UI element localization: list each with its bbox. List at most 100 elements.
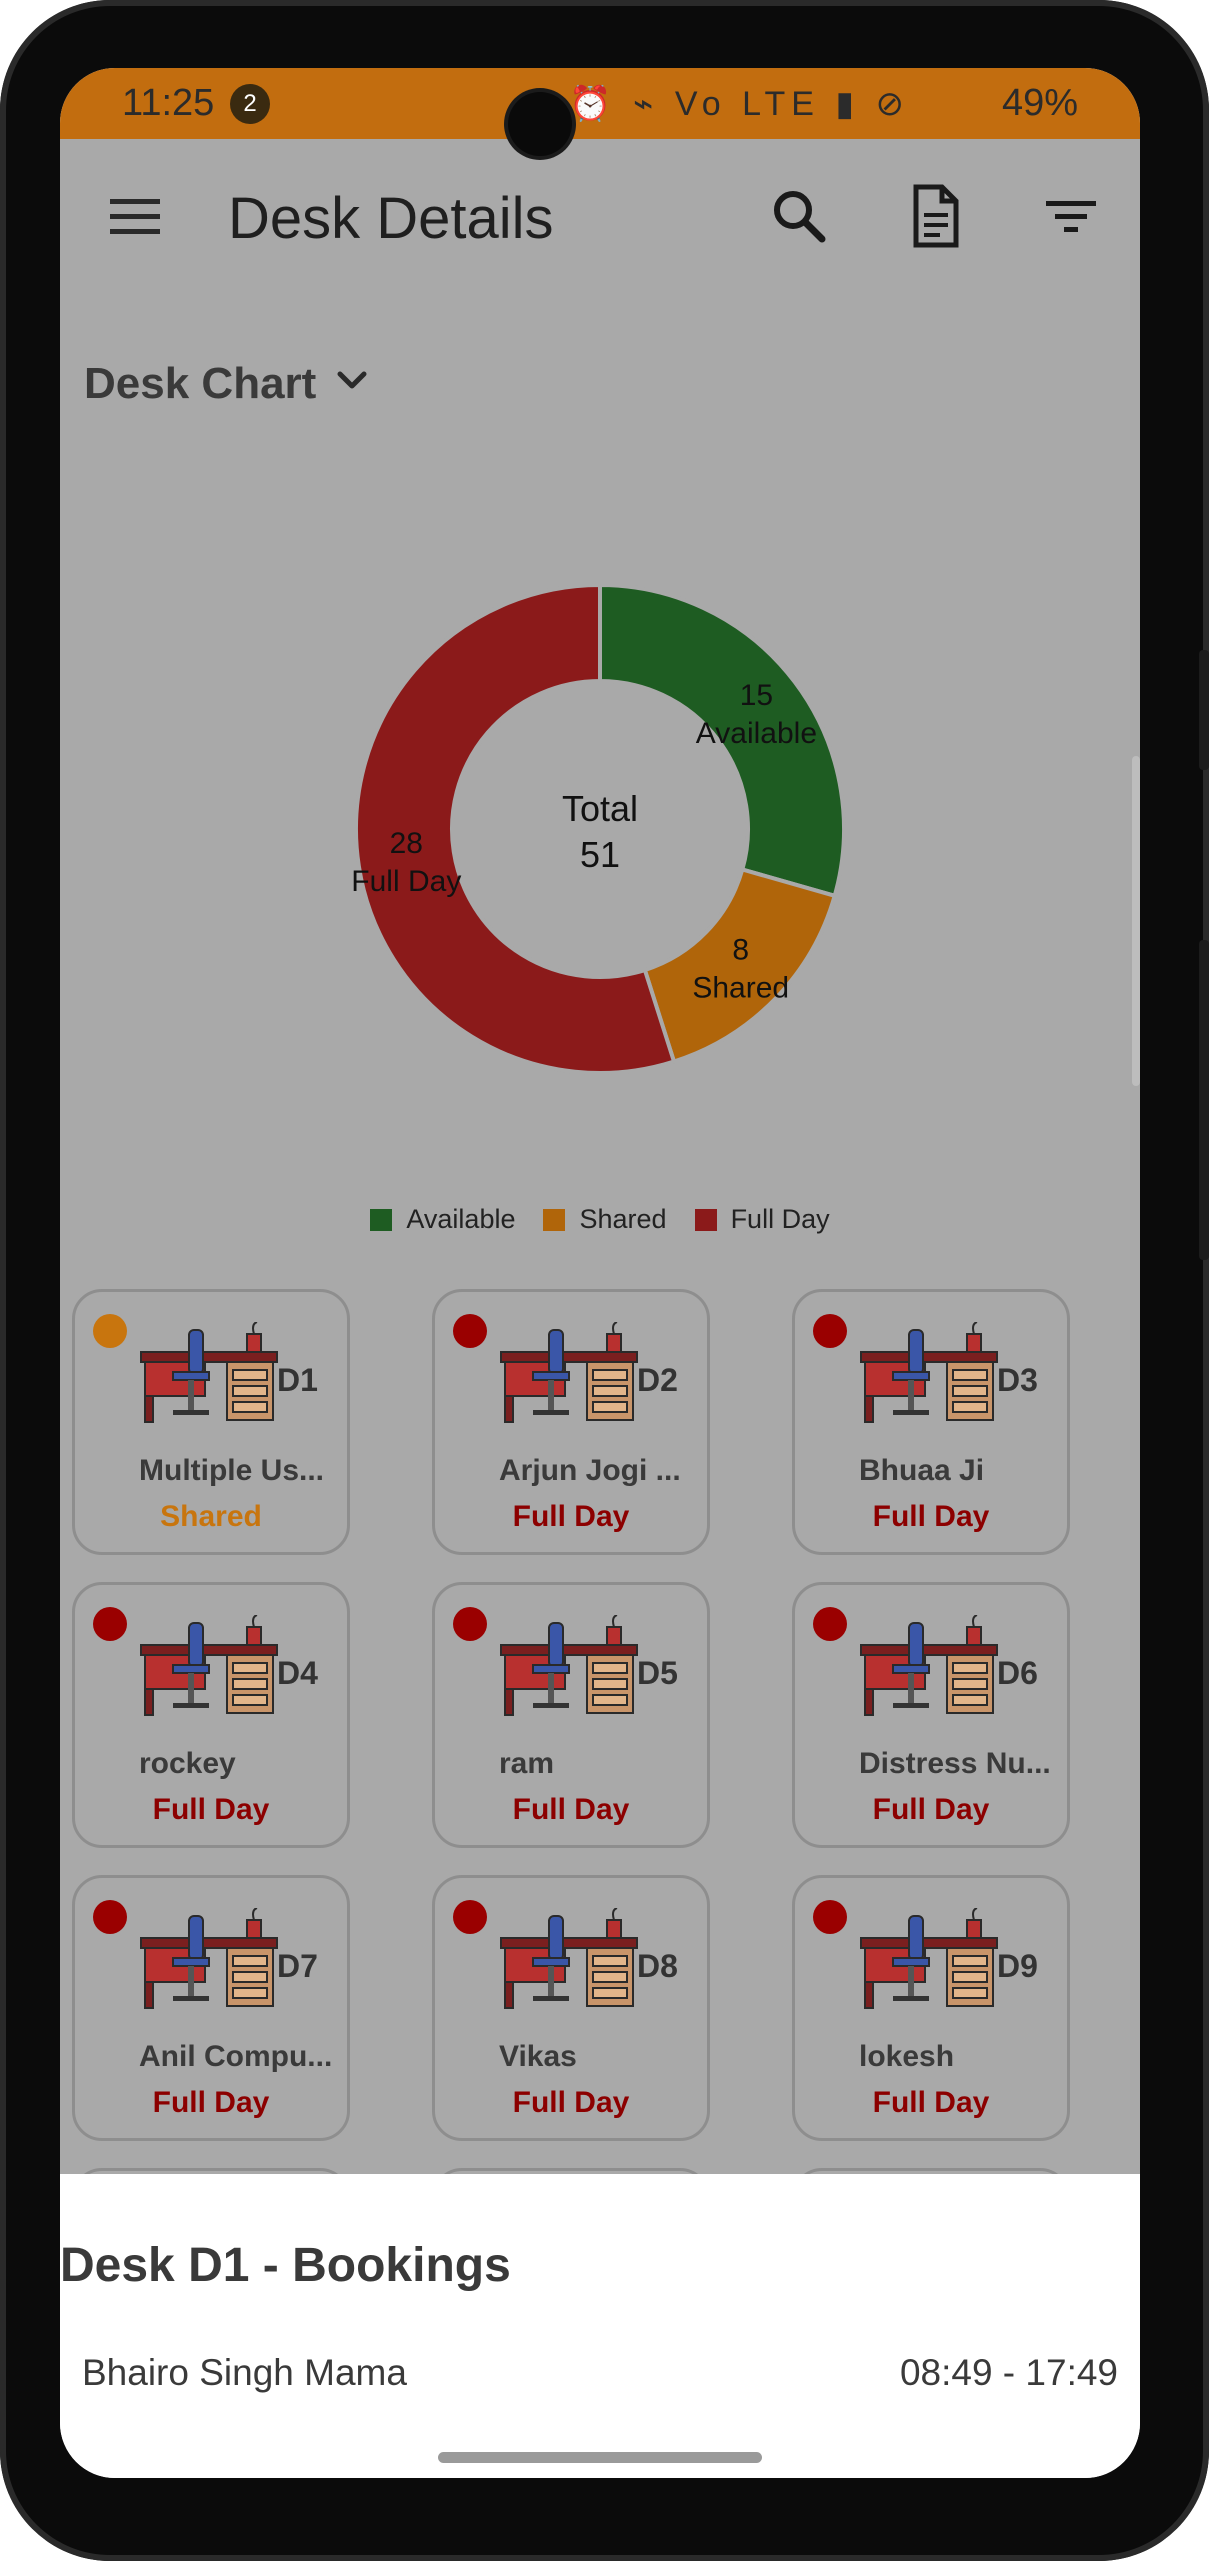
desk-user: rockey — [139, 1747, 236, 1780]
desk-status: Shared — [160, 1500, 262, 1533]
desk-card[interactable]: D7 Anil Compu... Full Day — [72, 1875, 350, 2141]
desk-status: Full Day — [512, 1500, 630, 1533]
desk-card[interactable]: D5 ram Full Day — [432, 1582, 710, 1848]
slice-value-label: 8 — [732, 933, 749, 966]
desk-icon — [859, 1321, 999, 1434]
status-dot — [93, 1314, 127, 1348]
booking-name[interactable]: Bhairo Singh Mama — [82, 2352, 407, 2393]
desk-icon — [499, 1321, 639, 1434]
desk-user: Arjun Jogi ... — [499, 1454, 681, 1487]
desk-icon — [859, 1614, 999, 1727]
chart-dropdown-label[interactable]: Desk Chart — [84, 359, 317, 408]
status-bar: 11:25 2 ⏰ ⌁ Vo LTE ▮ ⊘ 49% — [60, 68, 1140, 139]
desk-icon — [499, 1907, 639, 2020]
status-time: 11:25 — [122, 82, 215, 124]
scrollbar[interactable] — [1132, 756, 1140, 1086]
desk-code: D6 — [997, 1655, 1038, 1691]
desk-status: Full Day — [872, 2086, 990, 2119]
desk-user: Anil Compu... — [139, 2040, 333, 2073]
notification-badge: 2 — [230, 84, 270, 124]
slice-name-label: Available — [696, 717, 817, 750]
slice-name-label: Full Day — [351, 865, 461, 898]
app-bar: Desk Details — [60, 139, 1140, 289]
legend-swatch — [543, 1209, 566, 1231]
desk-donut-chart: Total 51 15 Available 8 Shared 28 Full Day — [351, 582, 846, 1075]
menu-icon[interactable] — [100, 181, 170, 251]
desk-user: Bhuaa Ji — [859, 1454, 985, 1487]
volume-button — [1199, 650, 1209, 770]
battery-level: 49% — [1001, 82, 1078, 124]
status-dot — [453, 1314, 487, 1348]
desk-status: Full Day — [152, 1793, 270, 1826]
legend-label: Available — [406, 1204, 516, 1234]
chart-center-label: Total — [562, 788, 638, 829]
status-dot — [813, 1900, 847, 1934]
legend-item: Available — [370, 1204, 515, 1235]
desk-code: D1 — [277, 1362, 318, 1398]
desk-code: D8 — [637, 1948, 678, 1984]
desk-code: D2 — [637, 1362, 678, 1398]
home-indicator[interactable] — [438, 2452, 762, 2463]
desk-status: Full Day — [872, 1500, 990, 1533]
bookings-bottom-sheet: Desk D1 - Bookings Bhairo Singh Mama 08:… — [60, 2174, 1140, 2478]
status-dot — [93, 1900, 127, 1934]
desk-card[interactable]: D9 lokesh Full Day — [792, 1875, 1070, 2141]
desk-icon — [859, 1907, 999, 2020]
desk-card[interactable]: D4 rockey Full Day — [72, 1582, 350, 1848]
main-content: Desk Details De — [60, 139, 1140, 2434]
legend-item: Shared — [543, 1204, 667, 1235]
legend-label: Shared — [579, 1204, 667, 1234]
status-dot — [813, 1314, 847, 1348]
document-icon[interactable] — [900, 181, 970, 251]
desk-status: Full Day — [512, 1793, 630, 1826]
status-icons: ⏰ ⌁ Vo LTE ▮ ⊘ — [569, 85, 910, 123]
page-title: Desk Details — [228, 186, 554, 251]
slice-value-label: 28 — [390, 827, 423, 860]
status-dot — [93, 1607, 127, 1641]
desk-icon — [139, 1321, 279, 1434]
desk-card[interactable]: D6 Distress Nu... Full Day — [792, 1582, 1070, 1848]
desk-card[interactable]: D1 Multiple Us... Shared — [72, 1289, 350, 1555]
slice-name-label: Shared — [692, 971, 789, 1004]
booking-time: 08:49 - 17:49 — [899, 2352, 1118, 2393]
slice-value-label: 15 — [740, 679, 773, 712]
status-dot — [453, 1900, 487, 1934]
desk-card[interactable]: D3 Bhuaa Ji Full Day — [792, 1289, 1070, 1555]
desk-user: Distress Nu... — [859, 1747, 1051, 1780]
status-dot — [453, 1607, 487, 1641]
legend-label: Full Day — [730, 1204, 830, 1234]
legend-item: Full Day — [694, 1204, 830, 1235]
bookings-title: Desk D1 - Bookings — [60, 2239, 511, 2292]
desk-icon — [499, 1614, 639, 1727]
search-icon[interactable] — [764, 181, 834, 251]
desk-icon — [139, 1614, 279, 1727]
desk-card[interactable]: D2 Arjun Jogi ... Full Day — [432, 1289, 710, 1555]
desk-user: lokesh — [859, 2040, 955, 2073]
legend-swatch — [694, 1209, 717, 1231]
desk-icon — [139, 1907, 279, 2020]
desk-status: Full Day — [512, 2086, 630, 2119]
front-camera — [508, 92, 572, 156]
desk-user: Vikas — [499, 2040, 577, 2073]
chart-legend: Available Shared Full Day — [60, 1204, 1140, 1235]
legend-swatch — [370, 1209, 393, 1231]
power-button — [1199, 940, 1209, 1260]
desk-code: D7 — [277, 1948, 318, 1984]
slice-full-day[interactable] — [354, 582, 677, 1075]
desk-code: D4 — [277, 1655, 318, 1691]
desk-user: Multiple Us... — [139, 1454, 325, 1487]
desk-code: D3 — [997, 1362, 1038, 1398]
desk-code: D5 — [637, 1655, 678, 1691]
chart-center-value: 51 — [580, 834, 620, 875]
status-dot — [813, 1607, 847, 1641]
screen: 11:25 2 ⏰ ⌁ Vo LTE ▮ ⊘ 49% Desk Details — [60, 68, 1140, 2478]
slice-available[interactable] — [598, 582, 846, 899]
chevron-down-icon[interactable] — [332, 361, 372, 401]
desk-user: ram — [499, 1747, 555, 1780]
desk-card[interactable]: D8 Vikas Full Day — [432, 1875, 710, 2141]
desk-status: Full Day — [152, 2086, 270, 2119]
filter-icon[interactable] — [1036, 181, 1106, 251]
desk-status: Full Day — [872, 1793, 990, 1826]
desk-code: D9 — [997, 1948, 1038, 1984]
